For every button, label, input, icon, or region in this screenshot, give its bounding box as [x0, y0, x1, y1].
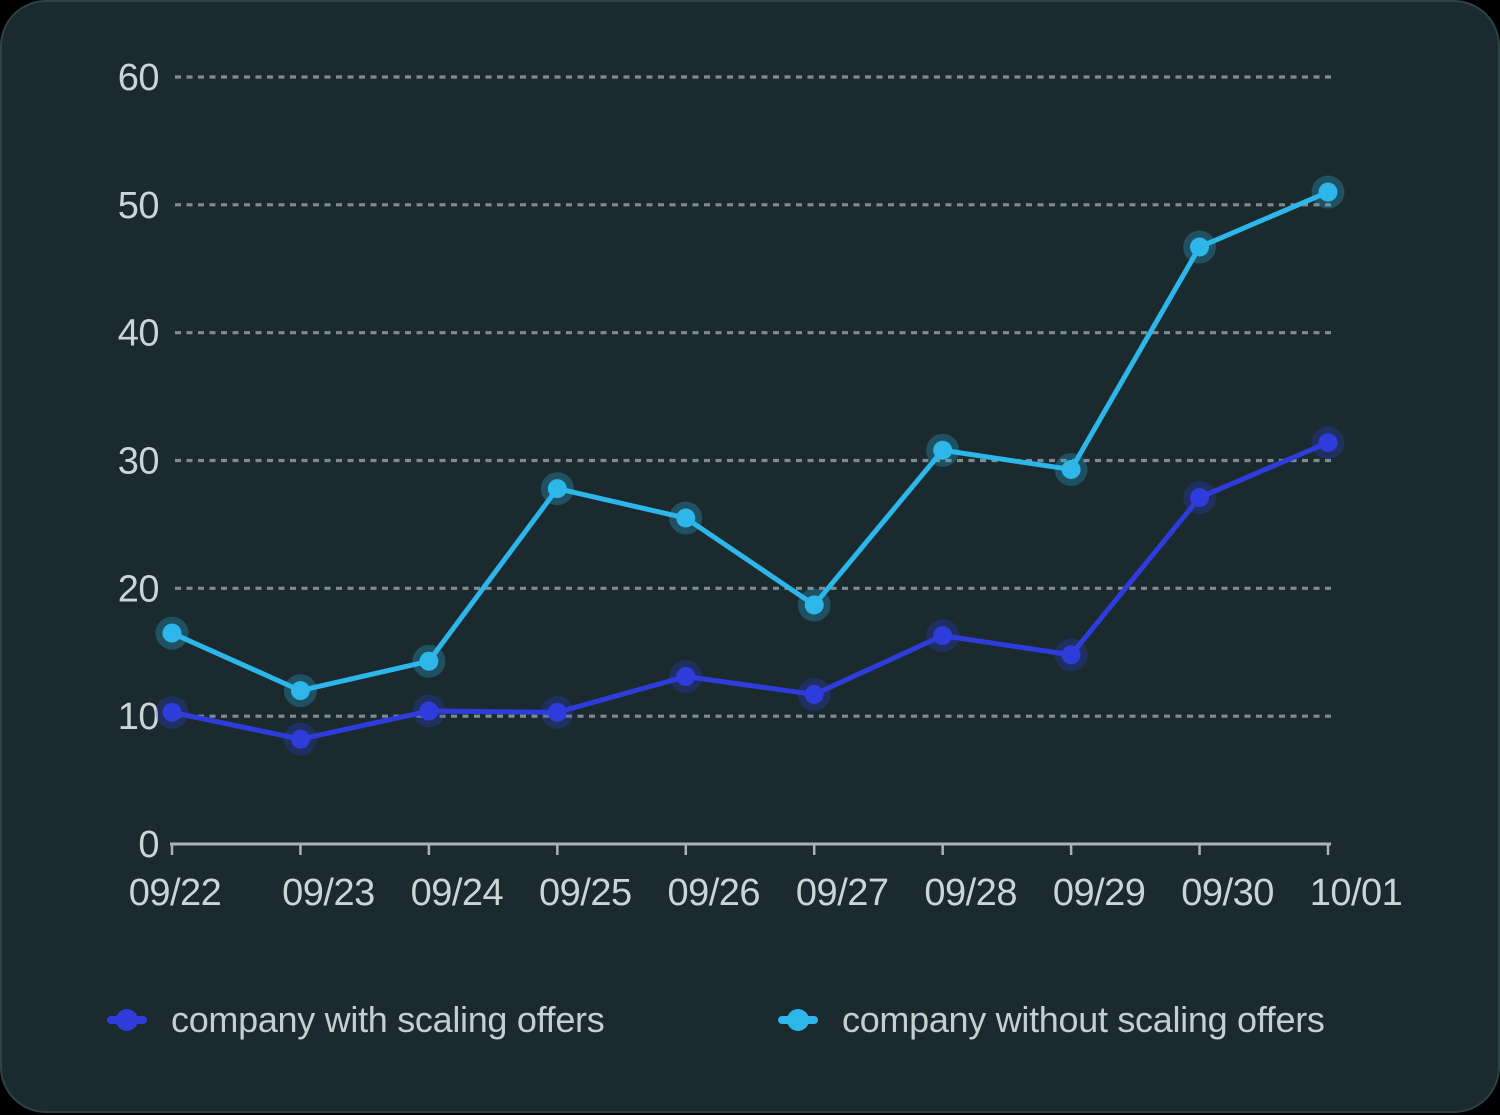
data-point-0-09/30 [1190, 488, 1209, 507]
y-tick-label-10: 10 [118, 696, 159, 738]
legend-line-dot-icon [107, 1008, 147, 1032]
data-point-1-09/24 [419, 652, 438, 671]
data-point-0-09/24 [419, 702, 438, 721]
legend-label: company with scaling offers [171, 999, 604, 1041]
x-tick-label-10/01: 10/01 [1310, 872, 1403, 914]
series-line-1 [172, 192, 1328, 691]
data-point-0-09/23 [291, 730, 310, 749]
data-point-1-09/27 [805, 595, 824, 614]
data-point-1-09/25 [548, 479, 567, 498]
data-point-0-09/25 [548, 703, 567, 722]
chart-legend: company with scaling offers company with… [2, 990, 1500, 1050]
x-tick-label-09/23: 09/23 [282, 872, 375, 914]
legend-dot [116, 1009, 138, 1031]
data-point-1-09/29 [1062, 460, 1081, 479]
y-tick-label-40: 40 [118, 313, 159, 355]
legend-item-company-with-scaling-offers[interactable]: company with scaling offers [107, 990, 604, 1050]
x-tick-label-09/24: 09/24 [411, 872, 504, 914]
y-tick-label-60: 60 [118, 57, 159, 99]
legend-line-dot-icon [778, 1008, 818, 1032]
data-point-1-09/22 [163, 624, 182, 643]
x-tick-label-09/28: 09/28 [924, 872, 1017, 914]
legend-item-company-without-scaling-offers[interactable]: company without scaling offers [778, 990, 1325, 1050]
data-point-0-09/28 [933, 626, 952, 645]
y-tick-label-30: 30 [118, 441, 159, 483]
data-point-1-10/01 [1319, 183, 1338, 202]
data-point-0-09/27 [805, 685, 824, 704]
x-tick-label-09/26: 09/26 [667, 872, 760, 914]
data-point-1-09/26 [676, 509, 695, 528]
data-point-0-09/29 [1062, 645, 1081, 664]
data-point-0-10/01 [1319, 433, 1338, 452]
data-point-0-09/22 [163, 703, 182, 722]
data-point-1-09/28 [933, 441, 952, 460]
legend-label: company without scaling offers [842, 999, 1325, 1041]
series-line-0 [172, 443, 1328, 740]
x-tick-label-09/25: 09/25 [539, 872, 632, 914]
x-tick-label-09/27: 09/27 [796, 872, 889, 914]
y-tick-label-0: 0 [138, 824, 159, 866]
x-tick-label-09/22: 09/22 [129, 872, 222, 914]
y-tick-label-50: 50 [118, 185, 159, 227]
legend-dot [787, 1009, 809, 1031]
data-point-0-09/26 [676, 667, 695, 686]
x-tick-label-09/30: 09/30 [1181, 872, 1274, 914]
data-point-1-09/30 [1190, 238, 1209, 257]
data-point-1-09/23 [291, 681, 310, 700]
x-tick-label-09/29: 09/29 [1053, 872, 1146, 914]
y-tick-label-20: 20 [118, 568, 159, 610]
